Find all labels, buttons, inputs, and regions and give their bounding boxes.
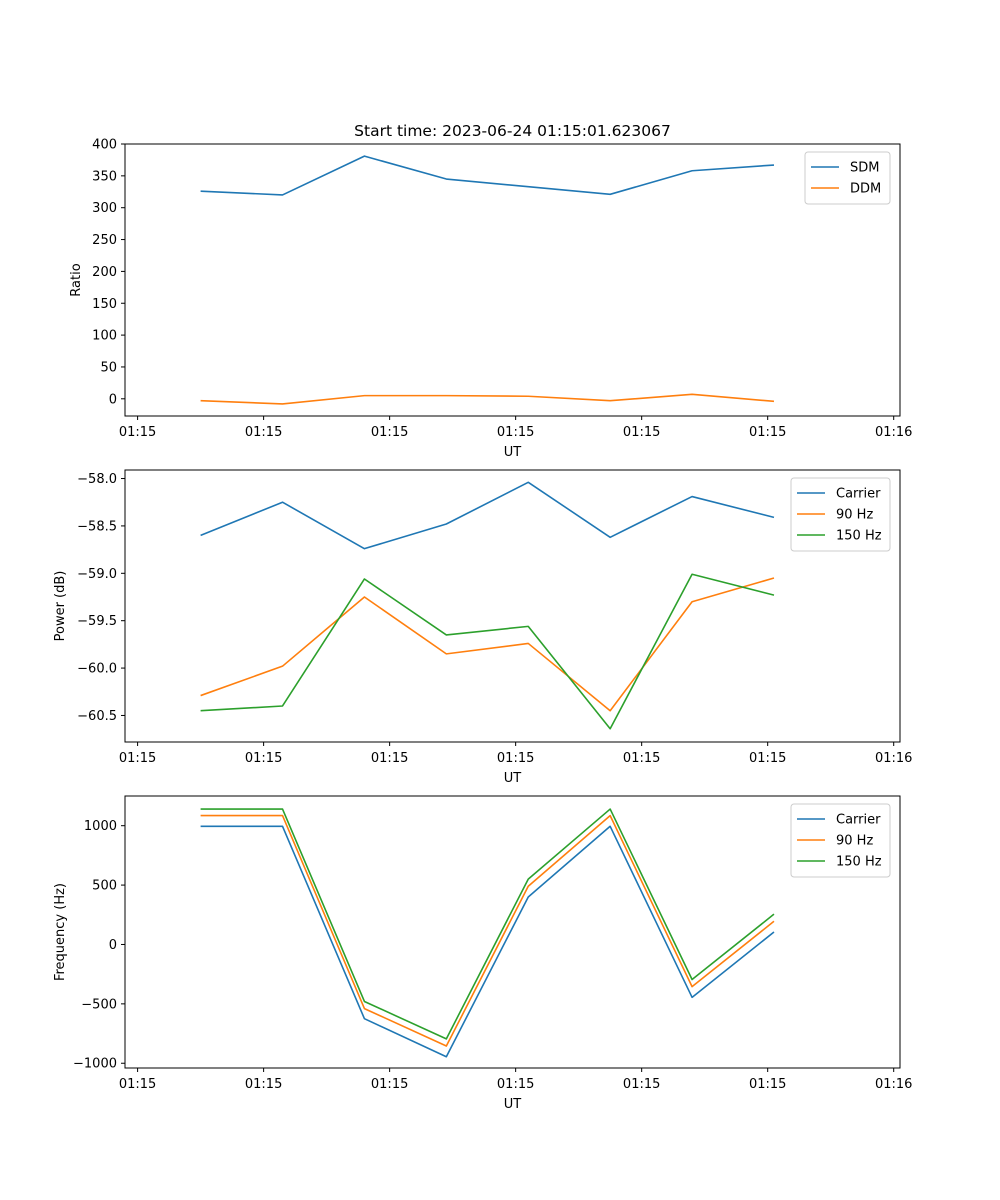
legend-label: SDM bbox=[850, 161, 879, 176]
legend-label: 90 Hz bbox=[836, 834, 873, 849]
axes-frame bbox=[124, 795, 901, 1069]
x-tick-label: 01:15 bbox=[749, 425, 786, 440]
y-tick-label: −500 bbox=[81, 997, 117, 1012]
legend-label: Carrier bbox=[836, 813, 881, 828]
y-tick-label: 150 bbox=[92, 297, 117, 312]
x-tick-label: 01:15 bbox=[371, 1077, 408, 1092]
x-tick-label: 01:16 bbox=[875, 751, 912, 766]
x-tick-label: 01:15 bbox=[749, 1077, 786, 1092]
x-tick-label: 01:15 bbox=[497, 1077, 534, 1092]
x-tick-label: 01:15 bbox=[497, 425, 534, 440]
axes-frame bbox=[124, 469, 901, 743]
legend-box bbox=[804, 151, 891, 205]
x-tick-label: 01:15 bbox=[245, 425, 282, 440]
y-tick-label: 1000 bbox=[84, 819, 117, 834]
y-tick-label: 200 bbox=[92, 265, 117, 280]
y-tick-label: 350 bbox=[92, 169, 117, 184]
series-line-150-hz bbox=[200, 573, 775, 730]
x-tick-label: 01:15 bbox=[371, 425, 408, 440]
x-tick-label: 01:15 bbox=[119, 1077, 156, 1092]
y-tick-label: −58.0 bbox=[77, 472, 117, 487]
y-tick-label: 0 bbox=[109, 392, 117, 407]
series-line-150-hz bbox=[200, 808, 775, 1040]
legend-label: Carrier bbox=[836, 487, 881, 502]
y-tick-label: 400 bbox=[92, 138, 117, 153]
legend-box bbox=[790, 803, 891, 878]
x-tick-label: 01:16 bbox=[875, 1077, 912, 1092]
y-tick-label: −60.0 bbox=[77, 662, 117, 677]
y-tick-label: 100 bbox=[92, 329, 117, 344]
x-tick-label: 01:15 bbox=[749, 751, 786, 766]
y-tick-label: 50 bbox=[100, 360, 117, 375]
x-tick-label: 01:15 bbox=[119, 425, 156, 440]
x-tick-label: 01:15 bbox=[623, 751, 660, 766]
x-tick-label: 01:15 bbox=[245, 1077, 282, 1092]
x-axis-label: UT bbox=[504, 445, 522, 460]
y-tick-label: 500 bbox=[92, 879, 117, 894]
x-tick-label: 01:16 bbox=[875, 425, 912, 440]
x-tick-label: 01:15 bbox=[119, 751, 156, 766]
y-tick-label: −1000 bbox=[73, 1057, 117, 1072]
y-tick-label: 0 bbox=[109, 938, 117, 953]
y-tick-label: 300 bbox=[92, 201, 117, 216]
figure-title: Start time: 2023-06-24 01:15:01.623067 bbox=[354, 122, 671, 140]
legend-label: 90 Hz bbox=[836, 508, 873, 523]
chart-panel-2: 01:15 01:15 01:15 01:15 01:15 01:15 01:16 −58.0… bbox=[53, 469, 912, 786]
y-tick-label: 250 bbox=[92, 233, 117, 248]
y-axis-label: Ratio bbox=[69, 263, 84, 296]
x-axis-label: UT bbox=[504, 771, 522, 786]
series-line-90-hz bbox=[200, 577, 775, 712]
legend-box bbox=[790, 477, 891, 552]
chart-panel-3: 01:15 01:15 01:15 01:15 01:15 01:15 01:16 1000 5… bbox=[53, 795, 912, 1112]
x-tick-label: 01:15 bbox=[497, 751, 534, 766]
legend-label: 150 Hz bbox=[836, 529, 882, 544]
x-axis-label: UT bbox=[504, 1097, 522, 1112]
x-tick-label: 01:15 bbox=[371, 751, 408, 766]
series-line-90-hz bbox=[200, 814, 775, 1047]
chart-panel-1: 01:15 01:15 01:15 01:15 01:15 01:15 01:16 0 50 10… bbox=[69, 138, 912, 461]
x-tick-label: 01:15 bbox=[623, 425, 660, 440]
x-tick-label: 01:15 bbox=[623, 1077, 660, 1092]
legend-label: 150 Hz bbox=[836, 855, 882, 870]
x-tick-label: 01:15 bbox=[245, 751, 282, 766]
series-line-sdm bbox=[200, 155, 775, 196]
y-tick-label: −59.0 bbox=[77, 567, 117, 582]
series-line-carrier bbox=[200, 825, 775, 1058]
series-line-carrier bbox=[200, 481, 775, 550]
legend: Carrier 90 Hz 150 Hz bbox=[790, 477, 891, 552]
y-tick-label: −59.5 bbox=[77, 614, 117, 629]
axes-frame bbox=[124, 143, 901, 417]
y-tick-label: −58.5 bbox=[77, 519, 117, 534]
y-tick-label: −60.5 bbox=[77, 709, 117, 724]
y-axis-label: Frequency (Hz) bbox=[53, 883, 68, 981]
series-line-ddm bbox=[200, 393, 775, 405]
legend-label: DDM bbox=[850, 182, 881, 197]
legend: Carrier 90 Hz 150 Hz bbox=[790, 803, 891, 878]
y-axis-label: Power (dB) bbox=[53, 571, 68, 642]
legend: SDM DDM bbox=[804, 151, 891, 205]
